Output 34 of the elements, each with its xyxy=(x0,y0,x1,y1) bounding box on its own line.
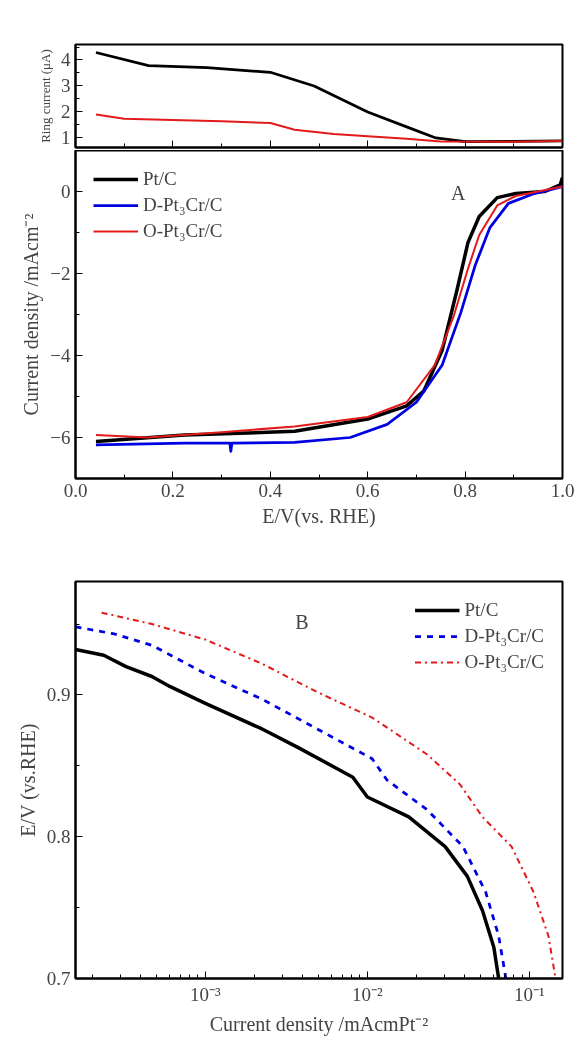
y-tick-label: 3 xyxy=(61,75,71,97)
legend-label: O-Pt₃Cr/C xyxy=(464,651,544,673)
y-tick-label: 2 xyxy=(61,100,71,122)
y-tick-label: 0.8 xyxy=(46,826,71,848)
y-axis-title: Current density /mAcm⁻² xyxy=(20,213,44,416)
annotation: B xyxy=(295,610,309,633)
x-tick-label: 1.0 xyxy=(550,479,575,501)
x-tick-label: 0.0 xyxy=(63,479,88,501)
annotation: A xyxy=(451,181,467,204)
y-axis-title: Ring current (μA) xyxy=(38,49,53,143)
x-tick-label: 0.4 xyxy=(258,479,283,501)
y-axis-title: E/V (vs.RHE) xyxy=(16,723,40,837)
legend-label: Pt/C xyxy=(143,168,177,190)
x-axis-title: Current density /mAcmPt⁻² xyxy=(209,1012,429,1036)
line-series xyxy=(94,113,563,143)
y-tick-label: 0 xyxy=(61,181,71,202)
x-tick-label: 0.8 xyxy=(453,479,477,501)
legend-label: Pt/C xyxy=(464,599,499,621)
y-tick-label: −4 xyxy=(50,345,71,366)
legend-label: D-Pt₃Cr/C xyxy=(464,625,544,647)
x-tick-label: 10⁻¹ xyxy=(514,983,546,1005)
y-tick-label: −6 xyxy=(50,427,71,448)
x-tick-label: 0.6 xyxy=(355,479,380,501)
x-tick-label: 10⁻³ xyxy=(190,983,221,1005)
x-axis-title: E/V(vs. RHE) xyxy=(262,504,376,528)
y-tick-label: 0.7 xyxy=(46,968,71,989)
legend-label: O-Pt₃Cr/C xyxy=(143,220,223,242)
legend-label: D-Pt₃Cr/C xyxy=(143,194,223,216)
y-tick-label: 0.9 xyxy=(46,684,71,706)
y-tick-label: 1 xyxy=(61,126,71,148)
x-tick-label: 0.2 xyxy=(161,479,185,501)
x-tick-label: 10⁻² xyxy=(352,983,384,1005)
y-tick-label: 4 xyxy=(61,49,71,71)
y-tick-label: −2 xyxy=(50,263,71,284)
